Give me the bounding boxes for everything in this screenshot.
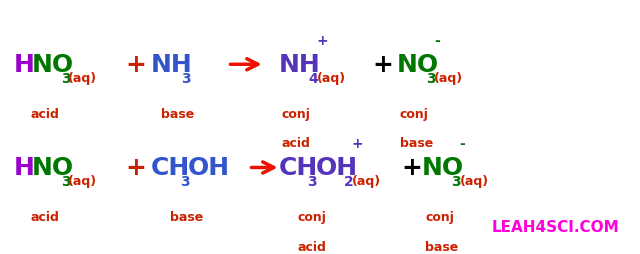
Text: base: base (425, 240, 458, 253)
Text: acid: acid (30, 210, 59, 223)
Text: 3: 3 (307, 174, 317, 188)
Text: NO: NO (422, 156, 464, 180)
Text: +: + (125, 53, 147, 77)
Text: conj: conj (282, 107, 310, 120)
Text: conj: conj (298, 210, 326, 223)
Text: (aq): (aq) (68, 72, 97, 85)
Text: conj: conj (399, 107, 429, 120)
Text: 2: 2 (344, 174, 353, 188)
Text: +: + (401, 156, 422, 180)
Text: NO: NO (32, 156, 74, 180)
Text: OH: OH (316, 156, 358, 180)
Text: (aq): (aq) (434, 72, 463, 85)
Text: 3: 3 (451, 174, 461, 188)
Text: NO: NO (396, 53, 438, 77)
Text: 3: 3 (61, 72, 70, 85)
Text: (aq): (aq) (460, 175, 489, 188)
Text: 3: 3 (181, 72, 191, 85)
Text: conj: conj (425, 210, 454, 223)
Text: +: + (125, 156, 147, 180)
Text: base: base (161, 107, 194, 120)
Text: base: base (399, 137, 433, 150)
Text: (aq): (aq) (352, 175, 381, 188)
Text: (aq): (aq) (317, 72, 346, 85)
Text: acid: acid (30, 107, 59, 120)
Text: NH: NH (278, 53, 321, 77)
Text: base: base (170, 210, 204, 223)
Text: acid: acid (282, 137, 310, 150)
Text: 3: 3 (180, 174, 189, 188)
Text: 3: 3 (61, 174, 70, 188)
Text: -: - (460, 136, 465, 150)
Text: (aq): (aq) (68, 175, 97, 188)
Text: 4: 4 (308, 72, 318, 85)
Text: 3: 3 (426, 72, 435, 85)
Text: OH: OH (188, 156, 230, 180)
Text: CH: CH (278, 156, 318, 180)
Text: -: - (434, 34, 440, 47)
Text: NH: NH (151, 53, 193, 77)
Text: H: H (14, 156, 35, 180)
Text: +: + (352, 136, 364, 150)
Text: NO: NO (32, 53, 74, 77)
Text: CH: CH (151, 156, 190, 180)
Text: acid: acid (298, 240, 326, 253)
Text: H: H (14, 53, 35, 77)
Text: LEAH4SCI.COM: LEAH4SCI.COM (492, 219, 620, 234)
Text: +: + (372, 53, 393, 77)
Text: +: + (317, 34, 328, 47)
